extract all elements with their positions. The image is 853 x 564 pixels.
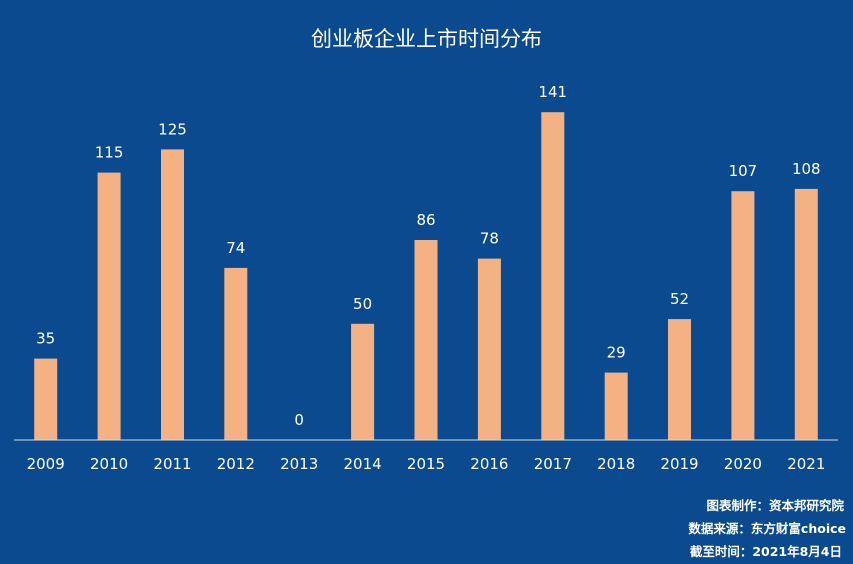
- bar-2021: [794, 188, 818, 440]
- data-label-2011: 125: [158, 120, 187, 138]
- data-label-2016: 78: [480, 230, 499, 248]
- footer-as-of: 截至时间：2021年8月4日: [690, 544, 842, 559]
- x-tick-label-2011: 2011: [153, 455, 191, 473]
- x-tick-label-2014: 2014: [344, 455, 382, 473]
- data-label-2018: 29: [607, 344, 626, 362]
- bar-2011: [161, 149, 184, 440]
- data-label-2012: 74: [226, 239, 245, 257]
- x-tick-labels-group: 2009 2010 2011 2012 2013 2014 2015 2016 2017 2018…: [27, 455, 826, 473]
- bar-2012: [224, 267, 248, 440]
- data-label-2009: 35: [36, 330, 55, 348]
- x-tick-label-2016: 2016: [470, 455, 508, 473]
- bar-2020: [731, 191, 755, 440]
- bar-2009: [34, 358, 58, 440]
- data-label-2021: 108: [792, 160, 821, 178]
- bar-2014: [351, 323, 375, 441]
- x-tick-label-2013: 2013: [280, 455, 318, 473]
- x-tick-label-2010: 2010: [90, 455, 128, 473]
- bar-2016: [477, 258, 501, 440]
- bar-2015: [414, 240, 438, 440]
- footer-credit: 图表制作：资本邦研究院: [706, 498, 844, 513]
- x-tick-label-2009: 2009: [27, 455, 65, 473]
- data-label-2015: 86: [416, 211, 435, 229]
- data-label-2019: 52: [670, 290, 689, 308]
- data-label-2017: 141: [538, 83, 567, 101]
- x-tick-label-2012: 2012: [217, 455, 255, 473]
- data-label-2014: 50: [353, 295, 372, 313]
- x-tick-label-2018: 2018: [597, 455, 635, 473]
- bar-2010: [97, 172, 121, 440]
- chart-title: 创业板企业上市时间分布: [311, 27, 542, 51]
- data-label-2020: 107: [729, 162, 758, 180]
- data-label-2013: 0: [294, 411, 304, 429]
- x-tick-label-2021: 2021: [787, 455, 825, 473]
- bars-group: [34, 112, 818, 441]
- data-labels-group: 35 115 125 74 0 50 86 78 141 29 52 107 108: [36, 83, 820, 429]
- x-tick-label-2015: 2015: [407, 455, 445, 473]
- x-tick-label-2020: 2020: [724, 455, 762, 473]
- data-label-2010: 115: [95, 144, 124, 162]
- x-tick-label-2017: 2017: [534, 455, 572, 473]
- bar-2018: [604, 372, 628, 440]
- bar-2019: [668, 319, 691, 440]
- x-tick-label-2019: 2019: [660, 455, 698, 473]
- bar-2017: [541, 112, 565, 440]
- footer-source: 数据来源：东方财富choice: [687, 521, 846, 536]
